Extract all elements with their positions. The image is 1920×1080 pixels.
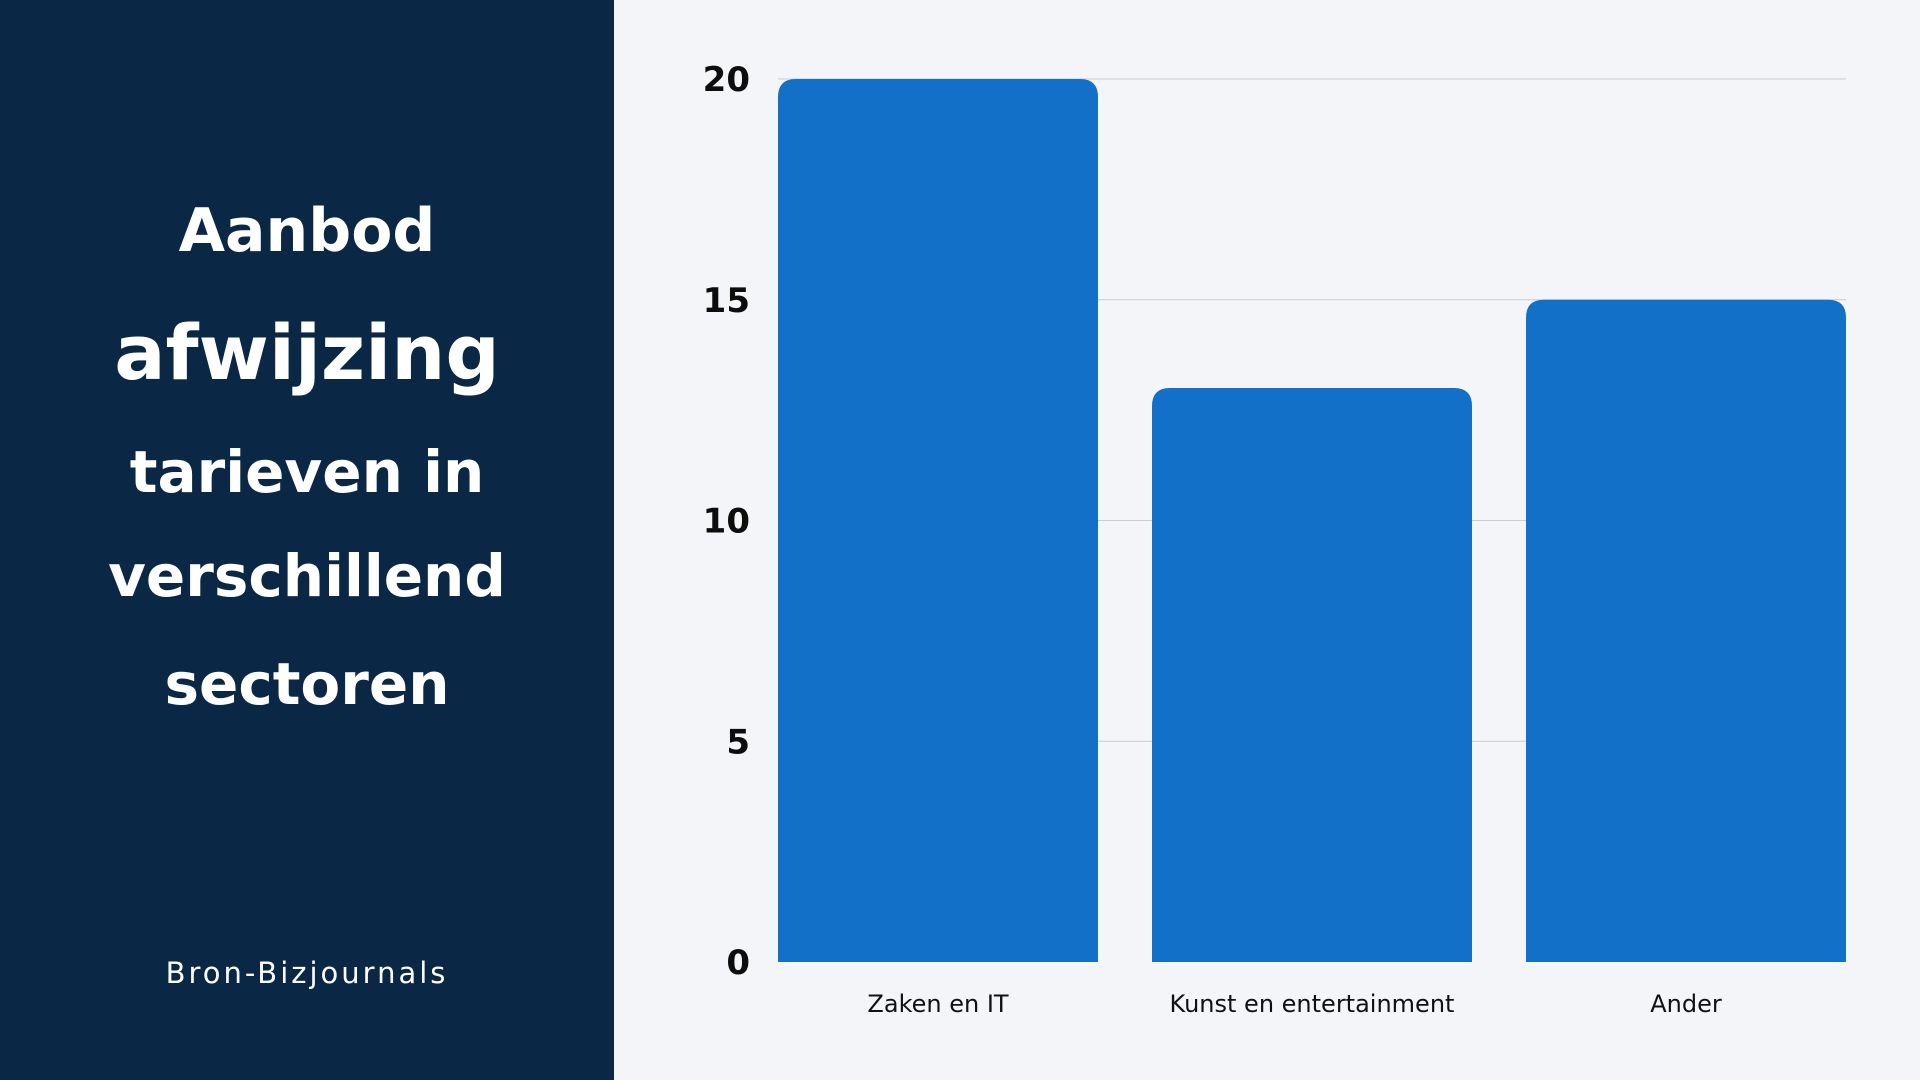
title-line-1: Aanbod bbox=[178, 196, 436, 266]
y-tick-label-5: 5 bbox=[726, 722, 750, 762]
chart-svg: 0 5 10 15 20 Zaken en IT Kunst en entertainmen… bbox=[703, 60, 1846, 1018]
x-tick-label-2: Ander bbox=[1650, 990, 1722, 1018]
y-tick-label-0: 0 bbox=[726, 943, 750, 983]
x-tick-label-0: Zaken en IT bbox=[867, 990, 1008, 1018]
bar-0 bbox=[778, 79, 1098, 962]
x-tick-label-1: Kunst en entertainment bbox=[1170, 990, 1455, 1018]
title-line-3: tarieven in bbox=[129, 438, 485, 506]
y-tick-label-20: 20 bbox=[703, 60, 750, 100]
bar-2 bbox=[1526, 299, 1846, 962]
title-line-4: verschillend bbox=[108, 542, 506, 610]
title-line-5: sectoren bbox=[164, 650, 450, 718]
y-tick-label-10: 10 bbox=[703, 502, 750, 542]
y-tick-label-15: 15 bbox=[703, 281, 750, 321]
source-label: Bron-Bizjournals bbox=[165, 956, 449, 990]
title-line-2: afwijzing bbox=[114, 308, 500, 397]
bar-chart: 0 5 10 15 20 Zaken en IT Kunst en entertainmen… bbox=[614, 0, 1920, 1080]
bar-1 bbox=[1152, 388, 1472, 962]
title-panel: Aanbod afwijzing tarieven in verschillen… bbox=[0, 0, 614, 1080]
